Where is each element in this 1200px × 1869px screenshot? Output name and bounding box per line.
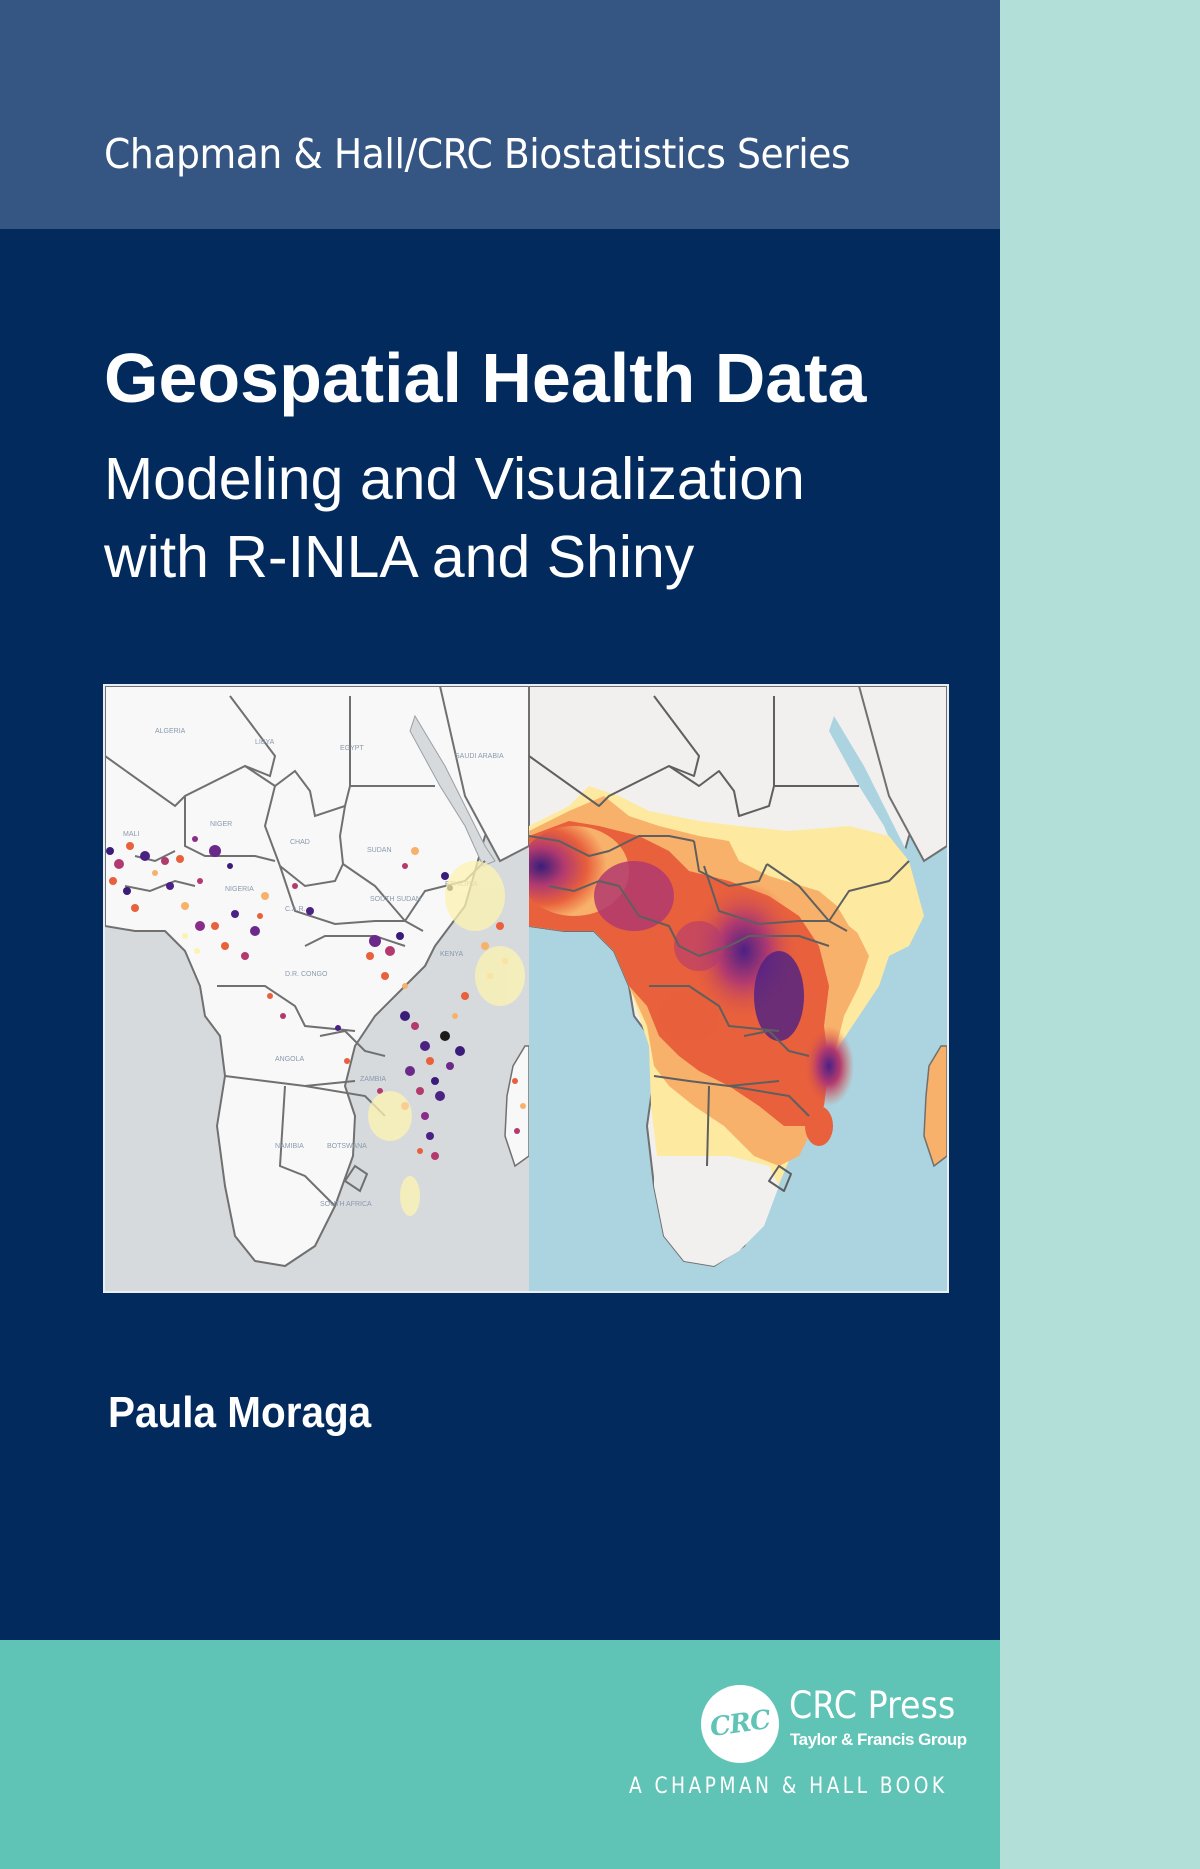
svg-text:D.R. CONGO: D.R. CONGO [285,971,328,978]
svg-text:C.A.R.: C.A.R. [285,906,306,913]
subtitle-line-1: Modeling and Visualization [104,446,805,512]
africa-surface-map-graphic [529,686,947,1268]
svg-text:SAUDI ARABIA: SAUDI ARABIA [455,753,504,760]
svg-text:MALI: MALI [123,831,139,838]
predicted-prevalence-map [529,686,947,1291]
book-subtitle: Modeling and Visualization with R-INLA a… [104,440,805,596]
svg-text:NAMIBIA: NAMIBIA [275,1143,304,1150]
svg-text:ANGOLA: ANGOLA [275,1056,305,1063]
svg-text:SOUTH SUDAN: SOUTH SUDAN [370,896,421,903]
svg-text:KENYA: KENYA [440,951,464,958]
svg-text:EGYPT: EGYPT [340,745,364,752]
publisher-group: Taylor & Francis Group [790,1730,967,1749]
svg-text:LIBYA: LIBYA [255,739,275,746]
publisher-imprint: A CHAPMAN & HALL BOOK [629,1774,948,1799]
svg-text:SOUTH AFRICA: SOUTH AFRICA [320,1201,372,1208]
svg-text:NIGERIA: NIGERIA [225,886,254,893]
svg-text:SUDAN: SUDAN [367,847,392,854]
svg-text:ALGERIA: ALGERIA [155,728,186,735]
series-name: Chapman & Hall/CRC Biostatistics Series [104,130,851,178]
svg-text:ZAMBIA: ZAMBIA [360,1076,386,1083]
author-name: Paula Moraga [108,1388,372,1437]
publisher-band [0,1640,1000,1869]
svg-text:CHAD: CHAD [290,839,310,846]
series-band: Chapman & Hall/CRC Biostatistics Series [0,0,1000,229]
observed-prevalence-map: ALGERIA LIBYA EGYPT SAUDI ARABIA MALI NIGER… [105,686,529,1291]
africa-points-map-graphic: ALGERIA LIBYA EGYPT SAUDI ARABIA MALI NIGER… [105,686,529,1267]
book-cover: Chapman & Hall/CRC Biostatistics Series … [0,0,1000,1869]
svg-text:BOTSWANA: BOTSWANA [327,1143,367,1150]
subtitle-line-2: with R-INLA and Shiny [104,524,695,590]
publisher-name: CRC Press [789,1684,956,1727]
crc-logo-text: CRC [708,1704,772,1744]
book-spine-strip [1000,0,1200,1869]
book-title: Geospatial Health Data [104,339,867,417]
cover-map-image: ALGERIA LIBYA EGYPT SAUDI ARABIA MALI NIGER… [103,684,949,1293]
crc-press-logo-icon: CRC [701,1685,779,1763]
svg-text:NIGER: NIGER [210,821,232,828]
